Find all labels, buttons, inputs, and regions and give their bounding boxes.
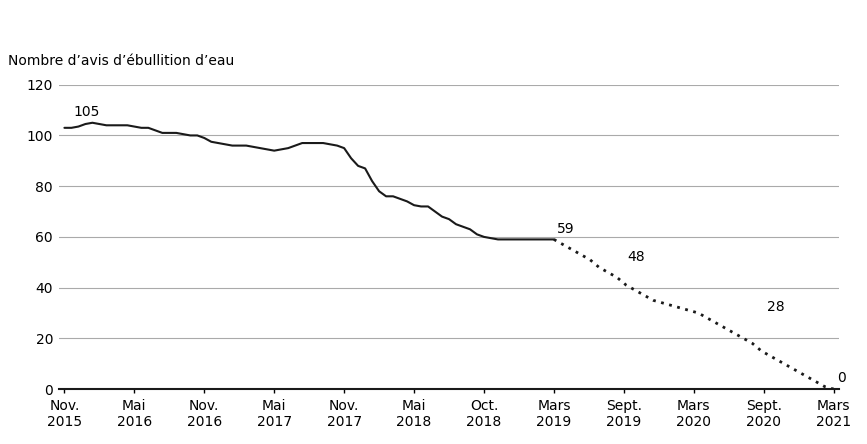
Text: Nombre d’avis d’ébullition d’eau: Nombre d’avis d’ébullition d’eau [8, 54, 234, 68]
Text: 28: 28 [767, 300, 785, 314]
Text: 105: 105 [74, 105, 101, 119]
Text: 0: 0 [837, 371, 846, 385]
Text: 48: 48 [628, 250, 645, 264]
Text: 59: 59 [557, 222, 575, 236]
